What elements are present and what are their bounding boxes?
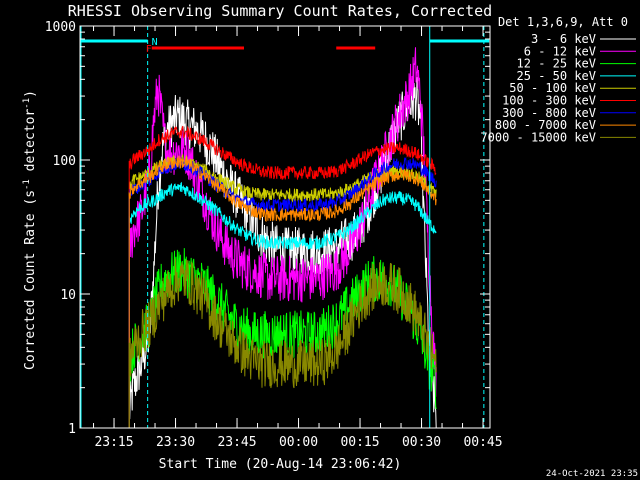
legend-header: Det 1,3,6,9, Att 0 [498,15,628,29]
legend-entry-label: 300 - 800 keV [502,106,596,120]
legend-entry-label: 100 - 300 keV [502,94,596,108]
x-tick-label: 23:15 [94,435,133,450]
legend-entry-label: 25 - 50 keV [517,69,596,83]
flag-layer: FN [80,26,490,428]
y-axis-label: Corrected Count Rate (s-1 detector-1) [22,90,38,370]
y-tick-label: 1000 [45,20,76,35]
series-line [128,155,437,428]
plot-frame [79,25,491,429]
chart-title: RHESSI Observing Summary Count Rates, Co… [68,2,492,20]
y-tick-label: 1 [68,422,76,437]
legend-entry-label: 3 - 6 keV [531,32,596,46]
y-tick-label: 10 [60,288,76,303]
axes-layer: 1 10 100 1000 23:15 23:30 23:45 00:00 00:15 00:30… [45,20,503,450]
series-line [128,47,437,428]
legend-entry-label: 12 - 25 keV [517,57,596,71]
series-layer [128,47,437,429]
y-tick-label: 100 [53,154,76,169]
legend-entry-label: 7000 - 15000 keV [480,130,596,144]
series-line [128,125,437,428]
x-tick-label: 00:00 [279,435,318,450]
x-axis-label: Start Time (20-Aug-14 23:06:42) [159,457,402,472]
legend-entry-label: 6 - 12 keV [524,44,596,58]
x-tick-label: 23:30 [156,435,195,450]
x-tick-label: 00:30 [402,435,441,450]
x-tick-label: 23:45 [217,435,256,450]
series-line [128,258,437,428]
flare-flag-letter: F [146,44,152,55]
series-line [128,181,437,428]
x-tick-label: 00:45 [463,435,502,450]
chart-footer-date: 24-Oct-2021 23:35 [546,469,638,479]
legend-entry-label: 800 - 7000 keV [495,118,596,132]
x-tick-label: 00:15 [340,435,379,450]
night-flag-letter: N [152,37,158,48]
legend-entry-label: 50 - 100 keV [509,81,596,95]
